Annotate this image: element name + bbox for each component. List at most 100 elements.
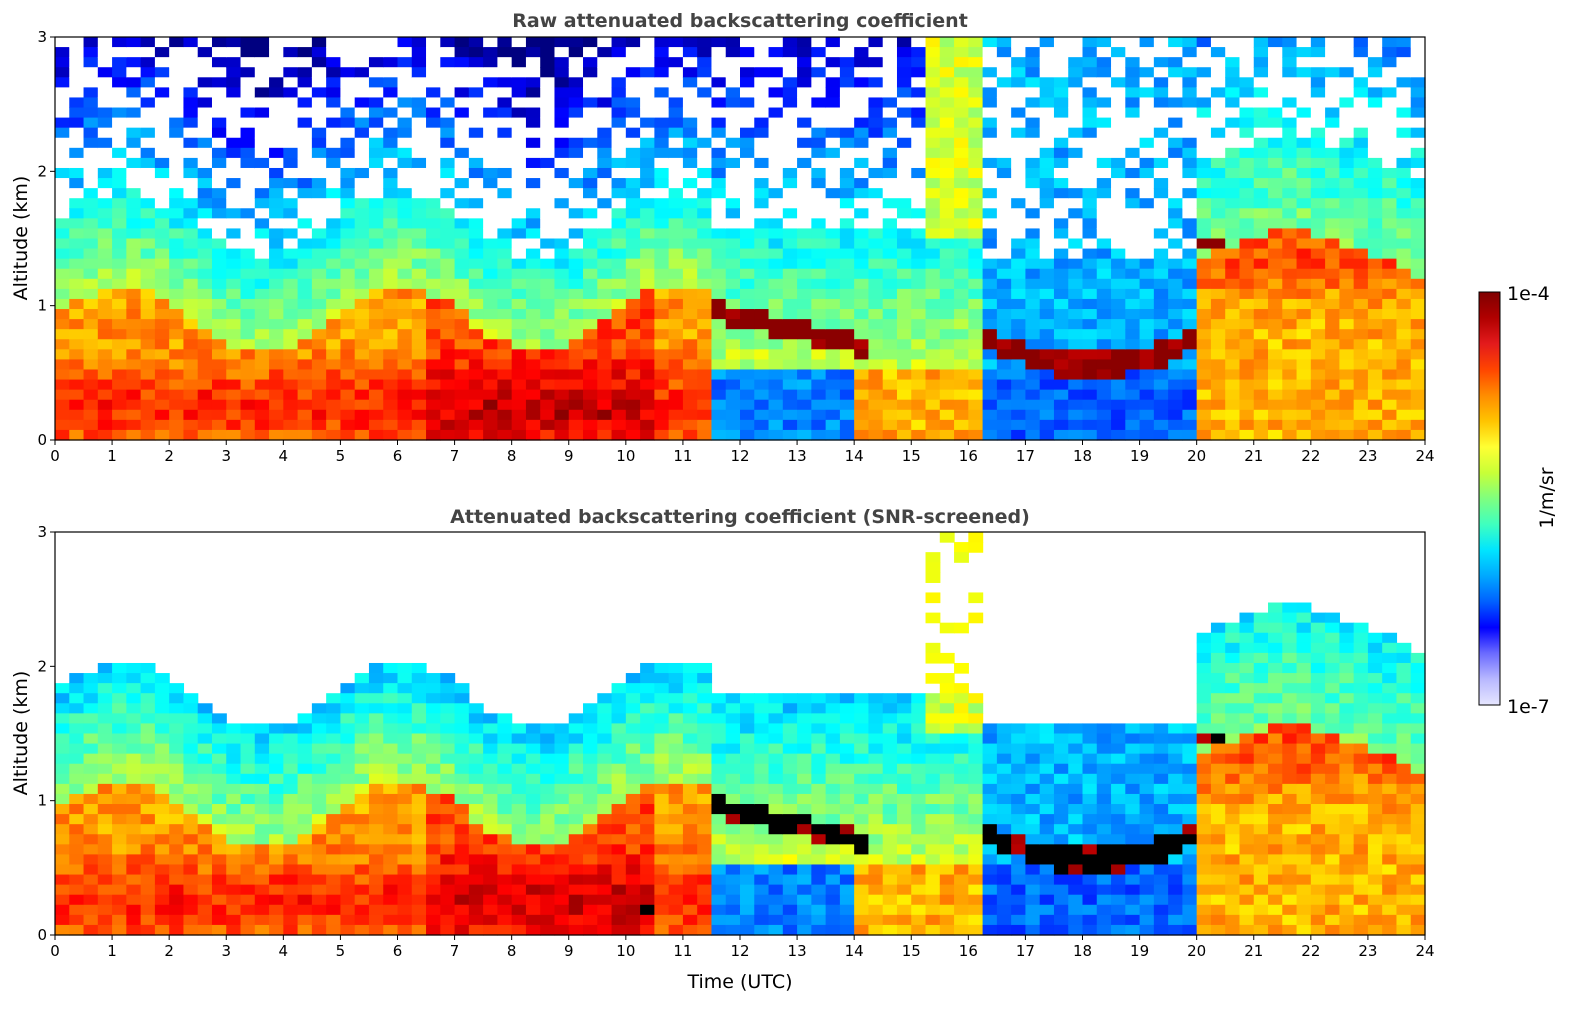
heatmap-cell bbox=[1011, 147, 1027, 159]
heatmap-cell bbox=[183, 77, 199, 88]
heatmap-cell bbox=[1025, 419, 1041, 431]
heatmap-cell bbox=[525, 127, 541, 139]
heatmap-cell bbox=[483, 824, 498, 835]
heatmap-cell bbox=[1153, 349, 1169, 360]
heatmap-cell bbox=[154, 147, 170, 159]
heatmap-cell bbox=[1153, 87, 1169, 99]
heatmap-cell bbox=[1239, 127, 1255, 139]
heatmap-cell bbox=[654, 107, 670, 119]
heatmap-cell bbox=[311, 924, 327, 936]
heatmap-cell bbox=[183, 804, 199, 815]
heatmap-cell bbox=[368, 309, 384, 320]
heatmap-cell bbox=[97, 349, 113, 360]
heatmap-cell bbox=[154, 339, 170, 350]
heatmap-cell bbox=[55, 703, 70, 714]
heatmap-cell bbox=[1282, 278, 1298, 290]
heatmap-cell bbox=[154, 824, 170, 835]
heatmap-cell bbox=[1196, 329, 1212, 340]
heatmap-cell bbox=[1196, 238, 1212, 250]
heatmap-cell bbox=[1139, 339, 1155, 350]
heatmap-cell bbox=[882, 399, 898, 411]
heatmap-cell bbox=[1011, 268, 1027, 280]
heatmap-cell bbox=[83, 218, 99, 230]
heatmap-cell bbox=[468, 147, 484, 159]
heatmap-cell bbox=[797, 228, 812, 240]
heatmap-cell bbox=[311, 399, 327, 411]
heatmap-cell bbox=[326, 248, 342, 260]
heatmap-cell bbox=[55, 349, 70, 360]
heatmap-cell bbox=[597, 874, 613, 886]
heatmap-cell bbox=[782, 67, 798, 78]
heatmap-cell bbox=[283, 854, 299, 866]
heatmap-cell bbox=[154, 208, 170, 219]
heatmap-cell bbox=[383, 107, 399, 119]
heatmap-cell bbox=[611, 238, 627, 250]
heatmap-cell bbox=[354, 339, 370, 350]
heatmap-cell bbox=[625, 57, 641, 68]
heatmap-cell bbox=[1325, 57, 1340, 68]
heatmap-cell bbox=[83, 834, 99, 845]
heatmap-cell bbox=[1225, 369, 1241, 381]
heatmap-cell bbox=[896, 359, 912, 371]
heatmap-cell bbox=[440, 37, 456, 48]
heatmap-cell bbox=[554, 814, 570, 825]
heatmap-cell bbox=[240, 117, 256, 129]
heatmap-cell bbox=[797, 107, 812, 119]
heatmap-cell bbox=[197, 248, 213, 260]
heatmap-cell bbox=[583, 429, 598, 441]
heatmap-cell bbox=[1139, 419, 1155, 431]
heatmap-cell bbox=[326, 157, 342, 169]
heatmap-cell bbox=[511, 793, 527, 805]
heatmap-cell bbox=[112, 783, 127, 795]
heatmap-cell bbox=[368, 198, 384, 209]
heatmap-cell bbox=[682, 268, 698, 280]
heatmap-cell bbox=[868, 278, 884, 290]
heatmap-cell bbox=[740, 107, 755, 119]
heatmap-cell bbox=[454, 107, 470, 119]
heatmap-cell bbox=[1325, 137, 1340, 149]
heatmap-cell bbox=[197, 278, 213, 290]
heatmap-cell bbox=[126, 369, 142, 381]
heatmap-cell bbox=[754, 268, 770, 280]
heatmap-cell bbox=[954, 137, 969, 149]
heatmap-cell bbox=[454, 137, 470, 149]
heatmap-cell bbox=[97, 753, 113, 765]
heatmap-cell bbox=[682, 117, 698, 129]
heatmap-cell bbox=[183, 814, 199, 825]
heatmap-cell bbox=[226, 87, 242, 99]
heatmap-cell bbox=[1225, 298, 1241, 310]
x-tick-label: 17 bbox=[1016, 447, 1035, 465]
heatmap-cell bbox=[583, 208, 598, 219]
heatmap-cell bbox=[1296, 67, 1312, 78]
heatmap-cell bbox=[140, 914, 156, 926]
heatmap-cell bbox=[240, 268, 256, 280]
heatmap-cell bbox=[311, 804, 327, 815]
heatmap-cell bbox=[211, 178, 227, 189]
heatmap-cell bbox=[554, 188, 570, 199]
heatmap-cell bbox=[397, 97, 413, 109]
heatmap-cell bbox=[112, 693, 127, 704]
heatmap-cell bbox=[197, 238, 213, 250]
heatmap-cell bbox=[554, 57, 570, 68]
heatmap-cell bbox=[625, 147, 641, 159]
heatmap-cell bbox=[554, 804, 570, 815]
heatmap-cell bbox=[954, 107, 969, 119]
heatmap-cell bbox=[811, 319, 827, 330]
heatmap-cell bbox=[625, 723, 641, 735]
heatmap-cell bbox=[97, 884, 113, 896]
x-tick-label: 3 bbox=[221, 447, 231, 465]
heatmap-cell bbox=[154, 319, 170, 330]
heatmap-cell bbox=[497, 814, 513, 825]
heatmap-cell bbox=[668, 329, 684, 340]
heatmap-cell bbox=[568, 753, 584, 765]
heatmap-cell bbox=[1168, 147, 1183, 159]
heatmap-cell bbox=[297, 904, 313, 916]
heatmap-cell bbox=[1310, 57, 1326, 68]
heatmap-cell bbox=[768, 67, 784, 78]
heatmap-cell bbox=[97, 127, 113, 139]
heatmap-cell bbox=[69, 107, 85, 119]
heatmap-cell bbox=[440, 864, 456, 876]
heatmap-cell bbox=[83, 198, 99, 209]
heatmap-cell bbox=[525, 429, 541, 441]
heatmap-cell bbox=[483, 389, 498, 401]
